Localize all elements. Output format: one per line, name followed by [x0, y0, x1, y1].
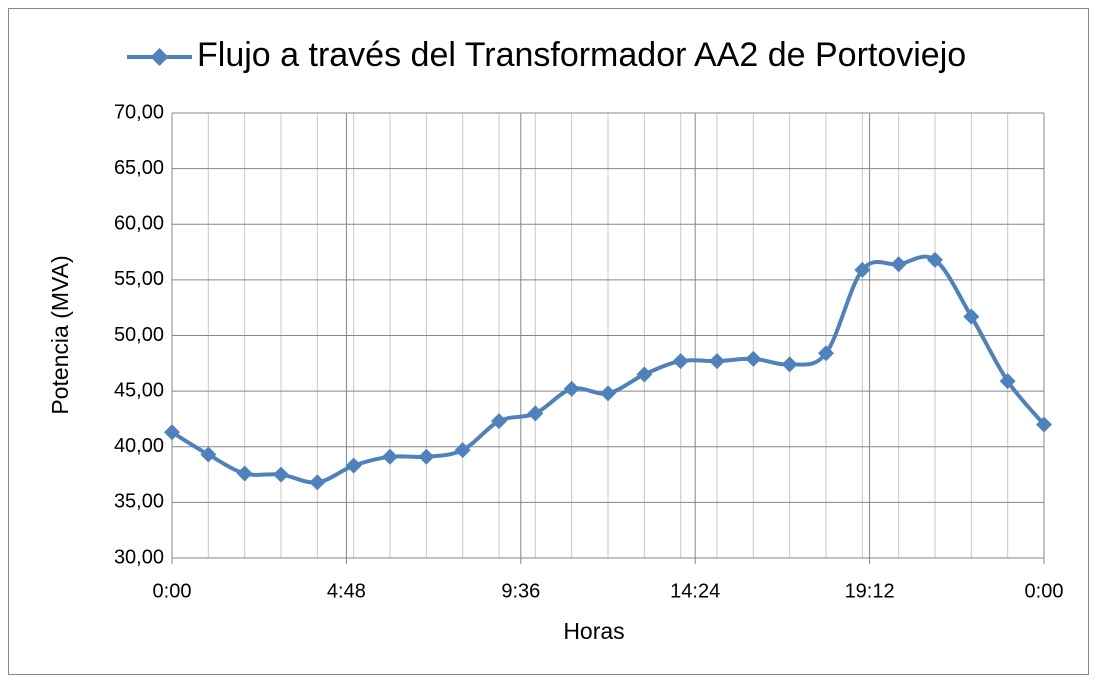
point-marker: [527, 405, 544, 422]
point-marker: [273, 466, 289, 483]
y-tick-label: 50,00: [114, 324, 164, 346]
y-tick-label: 45,00: [114, 379, 164, 401]
point-marker: [382, 448, 398, 465]
point-marker: [454, 442, 471, 459]
y-tick-label: 30,00: [114, 546, 164, 568]
x-tick-label: 19:12: [845, 580, 895, 602]
y-tick-label: 35,00: [114, 491, 164, 513]
point-marker: [636, 366, 653, 383]
point-marker: [963, 308, 980, 325]
y-tick-label: 65,00: [114, 157, 164, 179]
point-marker: [854, 261, 871, 278]
point-marker: [418, 448, 435, 465]
x-tick-label: 4:48: [327, 580, 366, 602]
y-tick-label: 40,00: [114, 435, 164, 457]
point-marker: [491, 413, 507, 430]
legend-label: Flujo a través del Transformador AA2 de …: [197, 36, 966, 74]
point-marker: [1036, 416, 1052, 433]
point-marker: [309, 474, 326, 491]
point-marker: [890, 256, 907, 273]
point-marker: [781, 356, 798, 373]
legend-marker: [150, 48, 169, 66]
y-tick-label: 70,00: [114, 101, 164, 123]
x-tick-label: 0:00: [153, 580, 192, 602]
x-tick-label: 0:00: [1025, 580, 1064, 602]
point-marker: [745, 350, 762, 367]
point-marker: [164, 424, 180, 441]
x-axis-title: Horas: [563, 618, 624, 644]
point-marker: [999, 373, 1016, 390]
point-marker: [818, 345, 834, 362]
x-tick-label: 14:24: [670, 580, 720, 602]
point-marker: [672, 353, 689, 370]
y-tick-label: 60,00: [114, 213, 164, 235]
x-tick-label: 9:36: [501, 580, 540, 602]
point-marker: [345, 457, 362, 474]
point-marker: [927, 251, 943, 268]
point-marker: [236, 465, 253, 482]
point-marker: [563, 380, 580, 397]
y-tick-label: 55,00: [114, 268, 164, 290]
point-marker: [709, 353, 725, 370]
point-marker: [600, 385, 616, 402]
point-marker: [200, 446, 217, 463]
y-axis-title: Potencia (MVA): [47, 255, 73, 414]
